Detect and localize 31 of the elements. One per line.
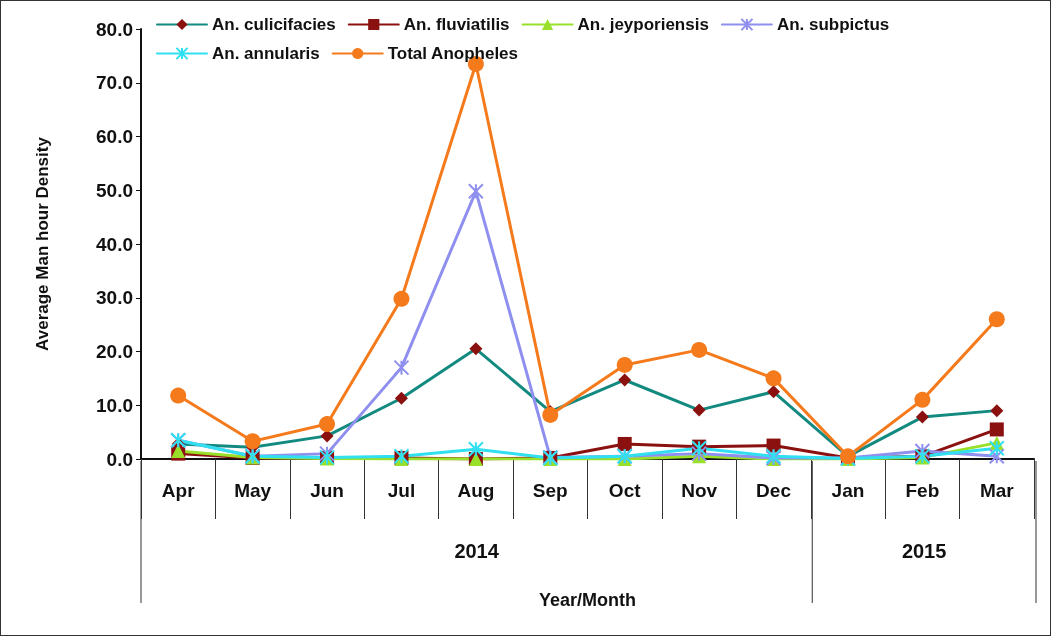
x-tick-label: Aug [457,480,495,501]
y-tick-label: 80.0 [96,18,133,40]
x-axis-title: Year/Month [538,590,637,610]
y-tick-label: 60.0 [96,126,133,147]
text: 2015 [901,540,947,562]
y-tick-label: 30.0 [96,287,133,309]
y-tick-label: 20.0 [96,341,133,362]
y-tick-label: 10.0 [96,394,133,416]
x-tick-label: Jun [310,480,344,501]
y-tick-label: 70.0 [96,72,133,94]
x-tick-label: Apr [161,480,196,501]
y-tick-label: 0.0 [106,448,133,470]
x-tick-label: Dec [756,480,792,501]
text: 2014 [454,540,500,562]
x-tick-label: Nov [681,480,718,501]
legend-label: An. annularis [212,44,320,63]
legend-label: Total Anopheles [387,44,519,63]
y-axis-title: Average Man hour Density [33,136,52,351]
y-tick-label: 40.0 [96,233,133,255]
x-tick-label: Sep [532,480,568,501]
legend-label: An. fluviatilis [403,15,510,34]
x-tick-label: Feb [905,480,940,501]
x-tick-label: Mar [979,480,1015,501]
legend-label: An. jeyporiensis [577,15,709,34]
x-tick-label: May [234,480,272,501]
x-tick-label: Jul [387,480,416,501]
y-tick-label: 50.0 [96,179,133,201]
x-tick-label: Oct [608,480,642,501]
x-tick-label: Jan [831,480,865,501]
legend-label: An. culicifacies [212,15,336,34]
legend-label: An. subpictus [776,15,890,34]
